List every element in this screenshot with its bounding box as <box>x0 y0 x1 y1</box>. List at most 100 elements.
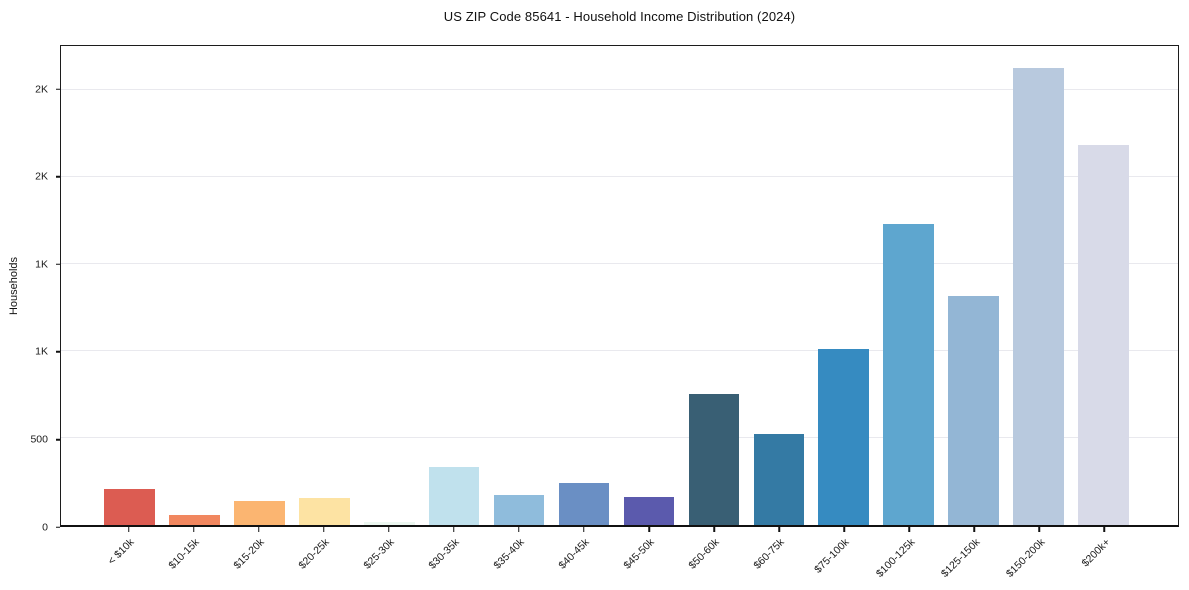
x-tick-mark <box>192 527 195 532</box>
gridline <box>61 437 1178 439</box>
y-tick-label: 1K <box>35 258 48 271</box>
x-tick: $35-40k <box>486 527 551 589</box>
x-tick-mark <box>1038 527 1041 532</box>
x-tick: $45-50k <box>617 527 682 589</box>
bar-slot <box>227 46 292 525</box>
x-tick: $20-25k <box>291 527 356 589</box>
y-tick-label: 500 <box>30 433 48 446</box>
bar <box>883 223 935 525</box>
x-tick-mark <box>713 527 715 532</box>
bar <box>948 295 999 525</box>
gridline <box>61 89 1178 91</box>
y-tick-label: 0 <box>42 520 48 533</box>
x-tick-mark <box>322 527 325 532</box>
gridlines <box>61 46 1178 525</box>
x-tick: $25-30k <box>356 527 421 589</box>
bar-slot <box>552 46 617 525</box>
bar-slot <box>1071 46 1136 525</box>
bar <box>1013 68 1064 525</box>
x-tick-label: $50-60k <box>686 536 722 572</box>
chart-title: US ZIP Code 85641 - Household Income Dis… <box>443 9 796 24</box>
bar <box>623 497 675 525</box>
bar <box>104 489 155 525</box>
x-tick: $10-15k <box>161 527 226 589</box>
y-tick-label: 2K <box>35 170 48 183</box>
y-tick-label: 2K <box>35 83 48 96</box>
x-tick-label: $150-200k <box>1003 536 1048 580</box>
bar-slot <box>422 46 487 525</box>
bar <box>688 393 740 525</box>
x-tick-mark <box>648 527 650 532</box>
bar <box>169 514 220 525</box>
y-tick-mark <box>55 88 60 91</box>
x-tick: < $10k <box>96 527 161 589</box>
bar-slot <box>162 46 227 525</box>
x-tick-mark <box>453 527 455 532</box>
x-tick-label: < $10k <box>105 536 137 568</box>
bar-slot <box>357 46 422 525</box>
y-tick-mark <box>55 351 60 353</box>
bar-slot <box>292 46 357 525</box>
x-tick-mark <box>1103 527 1106 532</box>
x-tick: $50-60k <box>682 527 747 589</box>
x-tick-label: $75-100k <box>812 536 852 576</box>
bar <box>1078 145 1129 525</box>
y-tick-mark <box>55 438 60 441</box>
x-tick-label: $25-30k <box>361 536 397 572</box>
x-tick-label: $200k+ <box>1079 536 1113 570</box>
x-tick-mark <box>127 527 130 532</box>
bar-slot <box>97 46 162 525</box>
x-tick-mark <box>843 527 845 532</box>
x-tick-mark <box>973 527 976 532</box>
y-tick-label: 1K <box>35 345 48 358</box>
x-tick-label: $15-20k <box>231 536 267 572</box>
x-tick-mark <box>518 527 520 532</box>
x-tick-label: $35-40k <box>491 536 527 572</box>
y-tick-mark <box>55 526 60 528</box>
x-tick: $75-100k <box>812 527 877 589</box>
x-tick: $40-45k <box>551 527 616 589</box>
x-tick-label: $10-15k <box>166 536 202 572</box>
bar-slot <box>617 46 682 525</box>
gridline <box>61 263 1178 265</box>
bar-series <box>61 46 1178 525</box>
x-tick-label: $100-125k <box>873 536 918 580</box>
x-tick: $150-200k <box>1003 527 1072 589</box>
x-tick-label: $40-45k <box>556 536 592 572</box>
x-tick-mark <box>388 527 390 532</box>
x-tick: $15-20k <box>226 527 291 589</box>
bar <box>234 501 285 525</box>
bar <box>493 495 545 525</box>
x-tick: $200k+ <box>1072 527 1137 589</box>
bar <box>558 483 610 525</box>
gridline <box>61 176 1178 178</box>
x-tick-mark <box>257 527 260 532</box>
y-axis: 0 500 1K 1K 2K 2K <box>0 45 60 532</box>
x-tick: $100-125k <box>873 527 942 589</box>
bar-slot <box>487 46 552 525</box>
y-tick-mark <box>55 176 60 178</box>
x-tick: $30-35k <box>421 527 486 589</box>
bar <box>753 434 805 525</box>
x-tick-label: $60-75k <box>751 536 787 572</box>
x-tick-mark <box>908 527 911 532</box>
x-tick-label: $30-35k <box>426 536 462 572</box>
x-tick-label: $125-150k <box>938 536 983 580</box>
x-tick-label: $45-50k <box>621 536 657 572</box>
bar <box>298 498 350 525</box>
x-tick: $60-75k <box>747 527 812 589</box>
x-axis: < $10k $10-15k $15-20k $20-25k $25-30k $30-35… <box>60 527 1179 589</box>
bar-slot <box>681 46 746 525</box>
x-tick-mark <box>583 527 585 532</box>
x-tick: $125-150k <box>938 527 1007 589</box>
bar <box>363 521 415 525</box>
gridline <box>61 350 1178 352</box>
x-tick-mark <box>778 527 780 532</box>
plot-area <box>60 45 1179 527</box>
bar-slot <box>876 46 941 525</box>
bar-slot <box>941 46 1006 525</box>
bar-slot <box>746 46 811 525</box>
bar-slot <box>1006 46 1071 525</box>
x-tick-label: $20-25k <box>296 536 332 572</box>
